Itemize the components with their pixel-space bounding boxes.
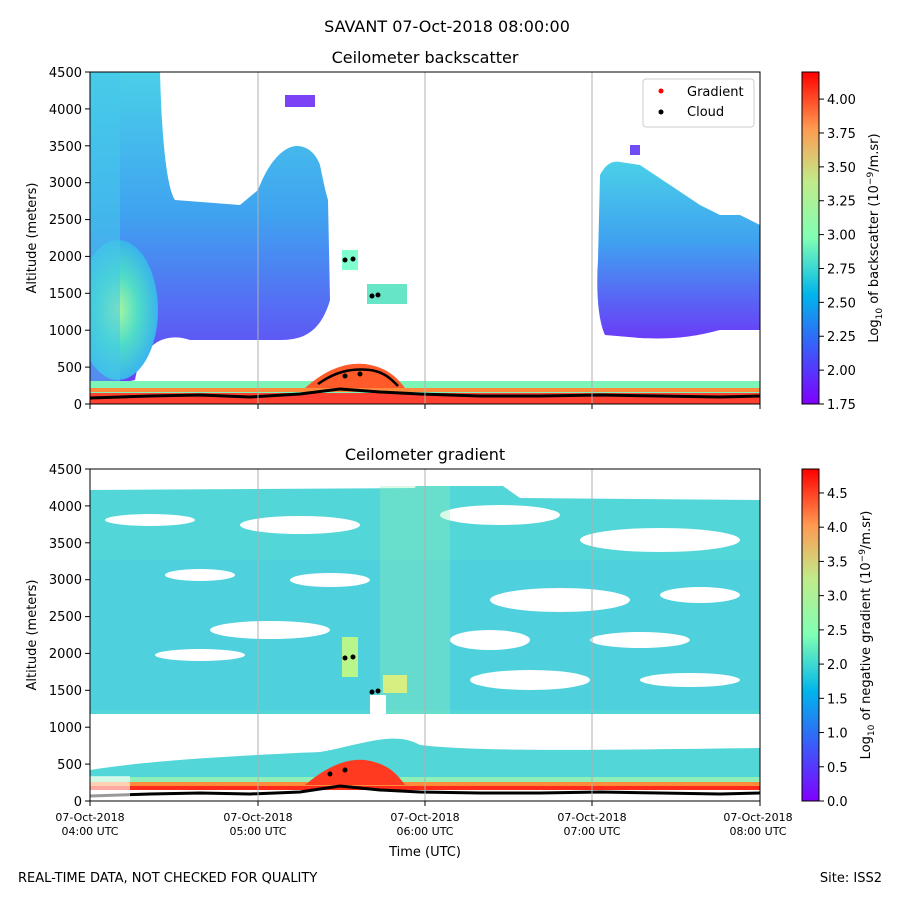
backscatter-ytick: 4500 bbox=[49, 66, 82, 81]
backscatter-cloud-line bbox=[90, 387, 760, 400]
colorbar-tick-label: 1.75 bbox=[827, 398, 856, 413]
xtick-line1: 07-Oct-2018 bbox=[55, 811, 124, 824]
xtick-line1: 07-Oct-2018 bbox=[390, 811, 459, 824]
gradient-patch-1500m bbox=[383, 675, 407, 693]
backscatter-right-layer bbox=[597, 161, 760, 339]
backscatter-colorbar-ticks: 1.75 2.00 2.25 2.50 2.75 3.00 3.25 3.50 3.75 4.00 bbox=[819, 93, 856, 413]
gradient-ylabel: Altitude (meters) bbox=[25, 580, 40, 691]
gradient-ytick: 4000 bbox=[49, 500, 82, 515]
backscatter-title: Ceilometer backscatter bbox=[332, 48, 519, 67]
colorbar-tick-label: 2.75 bbox=[827, 262, 856, 277]
xtick-line1: 07-Oct-2018 bbox=[223, 811, 292, 824]
colorbar-tick-label: 3.00 bbox=[827, 229, 856, 244]
xtick-line2: 06:00 UTC bbox=[396, 825, 453, 838]
footer-site: Site: ISS2 bbox=[820, 871, 882, 886]
gradient-ytick: 1500 bbox=[49, 684, 82, 699]
backscatter-legend: Gradient Cloud bbox=[642, 78, 755, 128]
figure-title: SAVANT 07-Oct-2018 08:00:00 bbox=[324, 17, 570, 36]
gradient-xlabel: Time (UTC) bbox=[388, 845, 461, 860]
colorbar-tick-label: 4.0 bbox=[827, 521, 848, 536]
colorbar-tick-label: 0.5 bbox=[827, 761, 848, 776]
gradient-title: Ceilometer gradient bbox=[345, 445, 505, 464]
gradient-cloud-line bbox=[90, 784, 760, 798]
xtick-line1: 07-Oct-2018 bbox=[557, 811, 626, 824]
backscatter-ytick: 0 bbox=[74, 398, 82, 413]
colorbar-tick-label: 1.5 bbox=[827, 692, 848, 707]
backscatter-ylabel: Altitude (meters) bbox=[25, 183, 40, 294]
colorbar-tick-label: 3.5 bbox=[827, 555, 848, 570]
legend-cloud-marker bbox=[658, 109, 664, 115]
colorbar-tick-label: 2.5 bbox=[827, 624, 848, 639]
xtick-line2: 04:00 UTC bbox=[61, 825, 118, 838]
gradient-ytick: 3500 bbox=[49, 537, 82, 552]
gradient-ytick: 4500 bbox=[49, 463, 82, 478]
gradient-ytick: 0 bbox=[74, 795, 82, 810]
backscatter-ytick: 1000 bbox=[49, 324, 82, 339]
backscatter-panel: Ceilometer backscatter bbox=[25, 48, 885, 413]
colorbar-tick-label: 1.0 bbox=[827, 727, 848, 742]
backscatter-ytick: 500 bbox=[57, 361, 82, 376]
backscatter-colorbar-label: Log10 of backscatter (10−9/m.sr) bbox=[866, 133, 885, 342]
gradient-ytick: 3000 bbox=[49, 573, 82, 588]
colorbar-tick-label: 3.0 bbox=[827, 590, 848, 605]
xtick-line2: 08:00 UTC bbox=[729, 825, 786, 838]
gradient-colorbar-ticks: 0.0 0.5 1.0 1.5 2.0 2.5 3.0 3.5 4.0 4.5 bbox=[819, 487, 848, 810]
backscatter-ytick: 3000 bbox=[49, 176, 82, 191]
colorbar-tick-label: 2.50 bbox=[827, 296, 856, 311]
gradient-panel: Ceilometer gradient bbox=[25, 445, 877, 860]
backscatter-colorbar: 1.75 2.00 2.25 2.50 2.75 3.00 3.25 3.50 3.75 4.00… bbox=[801, 71, 885, 413]
colorbar-tick-label: 3.25 bbox=[827, 195, 856, 210]
gradient-y-axis: 0 500 1000 1500 2000 2500 3000 3500 4000… bbox=[25, 463, 90, 810]
xtick-line2: 05:00 UTC bbox=[229, 825, 286, 838]
gradient-ytick: 1000 bbox=[49, 721, 82, 736]
backscatter-y-axis: 0 500 1000 1500 2000 2500 3000 3500 4000… bbox=[25, 66, 90, 413]
backscatter-ytick: 2500 bbox=[49, 213, 82, 228]
colorbar-tick-label: 2.00 bbox=[827, 364, 856, 379]
legend-gradient-marker bbox=[658, 88, 664, 94]
xtick-line2: 07:00 UTC bbox=[563, 825, 620, 838]
gradient-x-axis: 07-Oct-2018 04:00 UTC 07-Oct-2018 05:00 … bbox=[55, 801, 793, 860]
gradient-patch-2000m bbox=[342, 637, 358, 677]
colorbar-tick-label: 3.50 bbox=[827, 161, 856, 176]
backscatter-patch-2000m bbox=[342, 250, 358, 270]
colorbar-tick-label: 2.25 bbox=[827, 330, 856, 345]
colorbar-tick-label: 0.0 bbox=[827, 795, 848, 810]
gradient-ytick: 500 bbox=[57, 758, 82, 773]
backscatter-ytick: 3500 bbox=[49, 140, 82, 155]
backscatter-ytick: 4000 bbox=[49, 103, 82, 118]
colorbar-tick-label: 4.5 bbox=[827, 487, 848, 502]
legend-gradient-label: Gradient bbox=[687, 85, 744, 100]
colorbar-tick-label: 2.0 bbox=[827, 658, 848, 673]
backscatter-patch-1500m bbox=[367, 284, 407, 304]
colorbar-tick-label: 4.00 bbox=[827, 93, 856, 108]
gradient-colorbar-label: Log10 of negative gradient (10−9/m.sr) bbox=[858, 511, 877, 760]
xtick-line1: 07-Oct-2018 bbox=[723, 811, 792, 824]
backscatter-ytick: 1500 bbox=[49, 287, 82, 302]
legend-cloud-label: Cloud bbox=[687, 105, 724, 120]
backscatter-ytick: 2000 bbox=[49, 250, 82, 265]
gradient-colorbar: 0.0 0.5 1.0 1.5 2.0 2.5 3.0 3.5 4.0 4.5 Log10 of … bbox=[801, 468, 877, 810]
footer-disclaimer: REAL-TIME DATA, NOT CHECKED FOR QUALITY bbox=[18, 871, 317, 886]
gradient-ytick: 2500 bbox=[49, 610, 82, 625]
gradient-ytick: 2000 bbox=[49, 647, 82, 662]
colorbar-tick-label: 3.75 bbox=[827, 127, 856, 142]
